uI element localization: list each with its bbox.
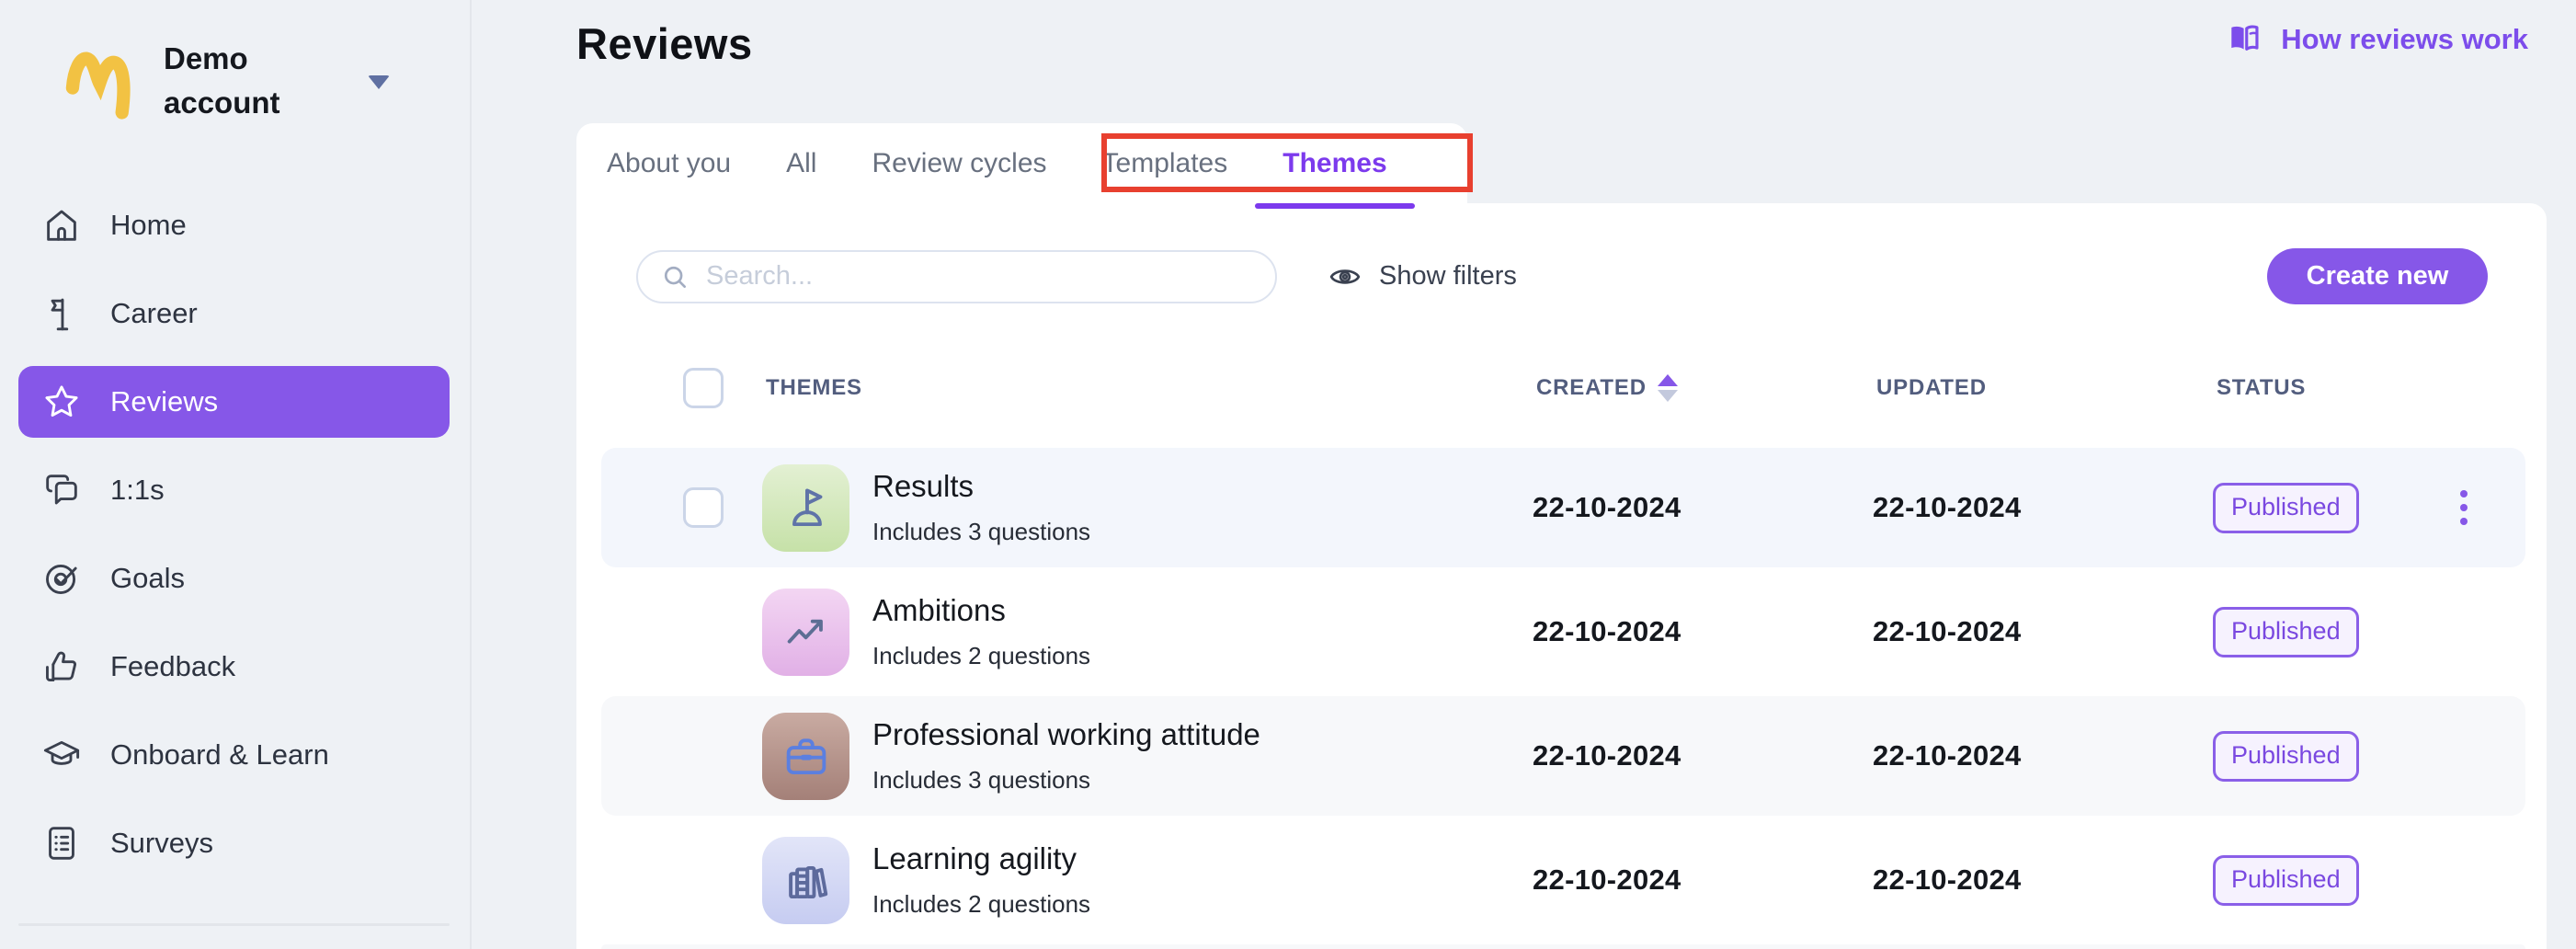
open-book-icon bbox=[2231, 25, 2259, 51]
select-all-checkbox[interactable] bbox=[683, 368, 724, 408]
theme-subtitle: Includes 3 questions bbox=[872, 518, 1091, 545]
search-box bbox=[636, 249, 1277, 303]
books-icon bbox=[762, 836, 849, 924]
search-icon bbox=[664, 266, 686, 288]
sidebar-item-label: Feedback bbox=[110, 650, 236, 682]
tab-templates[interactable]: Templates bbox=[1075, 123, 1256, 203]
page-title: Reviews bbox=[576, 19, 753, 68]
thumbs-up-icon bbox=[40, 646, 83, 688]
briefcase-icon bbox=[762, 712, 849, 800]
table-header: THEMES CREATED UPDATED STATUS bbox=[601, 362, 2525, 414]
sidebar: Demo account Home Career Reviews 1:1s bbox=[0, 0, 472, 949]
column-header-created[interactable]: CREATED bbox=[1533, 374, 1873, 402]
sidebar-item-label: Career bbox=[110, 297, 198, 329]
status-badge[interactable]: Published bbox=[2213, 482, 2359, 533]
theme-subtitle: Includes 3 questions bbox=[872, 766, 1091, 794]
survey-list-icon bbox=[40, 822, 83, 864]
theme-subtitle: Includes 2 questions bbox=[872, 890, 1091, 918]
sidebar-nav: Home Career Reviews 1:1s Goals bbox=[18, 189, 450, 896]
created-date: 22-10-2024 bbox=[1533, 615, 1681, 647]
updated-date: 22-10-2024 bbox=[1873, 739, 2022, 772]
graduation-cap-icon bbox=[40, 734, 83, 776]
tab-review-cycles[interactable]: Review cycles bbox=[844, 123, 1074, 203]
sidebar-item-goals[interactable]: Goals bbox=[18, 543, 450, 614]
trending-up-icon bbox=[762, 588, 849, 676]
themes-table: Results Includes 3 questions 22-10-2024 … bbox=[601, 448, 2525, 944]
status-badge[interactable]: Published bbox=[2213, 730, 2359, 782]
help-link-label: How reviews work bbox=[2281, 23, 2528, 55]
how-reviews-work-link[interactable]: How reviews work bbox=[2224, 20, 2528, 59]
sidebar-item-label: Goals bbox=[110, 562, 185, 594]
sidebar-item-label: Home bbox=[110, 209, 187, 241]
theme-subtitle: Includes 2 questions bbox=[872, 642, 1091, 669]
created-date: 22-10-2024 bbox=[1533, 863, 1681, 896]
tab-label: About you bbox=[607, 147, 732, 178]
column-header-themes[interactable]: THEMES bbox=[766, 375, 862, 400]
account-switcher[interactable]: Demo account bbox=[63, 37, 329, 125]
sidebar-item-onboard-learn[interactable]: Onboard & Learn bbox=[18, 719, 450, 791]
sidebar-item-feedback[interactable]: Feedback bbox=[18, 631, 450, 703]
row-checkbox[interactable] bbox=[683, 487, 724, 528]
sidebar-item-1-1s[interactable]: 1:1s bbox=[18, 454, 450, 526]
column-header-status[interactable]: STATUS bbox=[2217, 375, 2307, 400]
search-input[interactable] bbox=[706, 261, 1253, 292]
sidebar-item-surveys[interactable]: Surveys bbox=[18, 807, 450, 879]
table-row-learning-agility[interactable]: Learning agility Includes 2 questions 22… bbox=[601, 820, 2525, 940]
created-date: 22-10-2024 bbox=[1533, 739, 1681, 772]
tab-label: Templates bbox=[1101, 147, 1228, 178]
company-logo-icon bbox=[65, 51, 131, 120]
created-date: 22-10-2024 bbox=[1533, 491, 1681, 523]
account-name: Demo account bbox=[164, 41, 280, 120]
tab-bar: About you All Review cycles Templates Th… bbox=[576, 123, 1467, 209]
eye-icon bbox=[1329, 269, 1361, 284]
show-filters-label: Show filters bbox=[1379, 261, 1517, 291]
main-content: Reviews How reviews work About you All R… bbox=[473, 0, 2576, 949]
show-filters-button[interactable]: Show filters bbox=[1328, 259, 1517, 294]
chat-bubbles-icon bbox=[40, 469, 83, 511]
home-icon bbox=[40, 204, 83, 246]
status-badge[interactable]: Published bbox=[2213, 606, 2359, 657]
updated-date: 22-10-2024 bbox=[1873, 615, 2022, 647]
theme-name: Ambitions bbox=[872, 593, 1006, 627]
chevron-down-icon[interactable] bbox=[368, 75, 390, 89]
sidebar-item-career[interactable]: Career bbox=[18, 278, 450, 349]
theme-name: Learning agility bbox=[872, 841, 1077, 875]
signpost-icon bbox=[40, 292, 83, 335]
sidebar-item-home[interactable]: Home bbox=[18, 189, 450, 261]
column-header-label: CREATED bbox=[1536, 375, 1647, 400]
table-row-ambitions[interactable]: Ambitions Includes 2 questions 22-10-202… bbox=[601, 572, 2525, 692]
tab-all[interactable]: All bbox=[758, 123, 844, 203]
table-row-results[interactable]: Results Includes 3 questions 22-10-2024 … bbox=[601, 448, 2525, 567]
toolbar: Show filters Create new bbox=[636, 248, 2488, 304]
tab-about-you[interactable]: About you bbox=[579, 123, 758, 203]
star-icon bbox=[40, 381, 83, 423]
theme-name: Professional working attitude bbox=[872, 717, 1260, 751]
sidebar-divider bbox=[18, 923, 450, 926]
flag-icon bbox=[762, 463, 849, 552]
column-header-updated[interactable]: UPDATED bbox=[1876, 375, 1987, 400]
sidebar-item-label: Surveys bbox=[110, 827, 213, 859]
tab-label: Themes bbox=[1282, 147, 1387, 178]
sidebar-item-label: Reviews bbox=[110, 385, 219, 417]
updated-date: 22-10-2024 bbox=[1873, 491, 2022, 523]
tab-label: All bbox=[786, 147, 817, 178]
table-row-professional-working-attitude[interactable]: Professional working attitude Includes 3… bbox=[601, 696, 2525, 816]
next-row-partial bbox=[601, 944, 2525, 949]
theme-name: Results bbox=[872, 469, 975, 503]
create-new-button[interactable]: Create new bbox=[2267, 248, 2488, 304]
sidebar-item-label: Onboard & Learn bbox=[110, 738, 329, 771]
tab-themes[interactable]: Themes bbox=[1255, 123, 1416, 209]
row-menu-button[interactable] bbox=[2445, 490, 2482, 525]
tab-label: Review cycles bbox=[872, 147, 1047, 178]
sort-icon[interactable] bbox=[1657, 374, 1678, 402]
themes-panel: Show filters Create new THEMES CREATED U… bbox=[576, 203, 2547, 949]
sidebar-item-reviews[interactable]: Reviews bbox=[18, 366, 450, 438]
sidebar-item-label: 1:1s bbox=[110, 474, 165, 506]
updated-date: 22-10-2024 bbox=[1873, 863, 2022, 896]
target-check-icon bbox=[40, 557, 83, 600]
status-badge[interactable]: Published bbox=[2213, 854, 2359, 906]
